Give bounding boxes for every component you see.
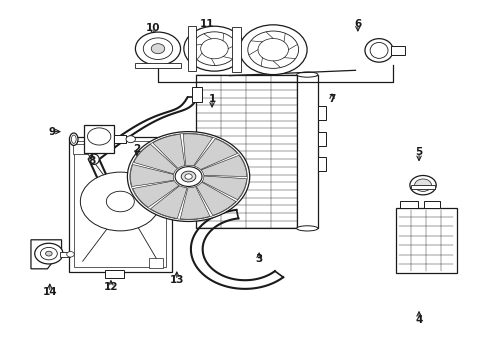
Bar xyxy=(318,106,326,120)
Polygon shape xyxy=(183,134,213,166)
Polygon shape xyxy=(150,186,187,219)
Bar xyxy=(105,270,123,278)
Bar xyxy=(69,137,172,271)
Bar xyxy=(192,87,202,102)
Bar xyxy=(424,201,440,208)
Bar xyxy=(400,202,418,208)
Text: 1: 1 xyxy=(208,94,216,104)
Ellipse shape xyxy=(370,42,388,58)
Circle shape xyxy=(201,39,228,59)
Text: 10: 10 xyxy=(146,23,161,33)
Ellipse shape xyxy=(297,226,318,231)
Polygon shape xyxy=(134,144,177,174)
Circle shape xyxy=(106,191,134,212)
Polygon shape xyxy=(31,240,62,269)
Polygon shape xyxy=(201,155,246,176)
Circle shape xyxy=(181,171,196,182)
Text: 6: 6 xyxy=(354,19,362,30)
Bar xyxy=(74,144,87,154)
Text: 2: 2 xyxy=(133,144,141,154)
Bar xyxy=(196,75,297,228)
Text: 8: 8 xyxy=(89,156,96,166)
Bar xyxy=(318,157,326,171)
Circle shape xyxy=(239,25,307,75)
Circle shape xyxy=(46,251,52,256)
Circle shape xyxy=(127,132,250,221)
Circle shape xyxy=(192,32,237,66)
Circle shape xyxy=(67,252,74,257)
Polygon shape xyxy=(180,186,210,219)
Circle shape xyxy=(151,44,165,54)
Text: 3: 3 xyxy=(255,255,263,265)
Circle shape xyxy=(88,128,111,145)
Bar xyxy=(395,208,457,273)
Ellipse shape xyxy=(72,135,76,143)
Circle shape xyxy=(415,179,432,192)
Bar xyxy=(114,135,126,143)
Polygon shape xyxy=(202,176,246,199)
Bar xyxy=(148,258,163,268)
Circle shape xyxy=(248,31,298,68)
Bar xyxy=(60,252,70,257)
Bar xyxy=(156,139,170,149)
Polygon shape xyxy=(133,181,179,207)
Text: 12: 12 xyxy=(104,282,118,292)
Circle shape xyxy=(80,172,160,231)
Ellipse shape xyxy=(297,72,318,77)
Text: 11: 11 xyxy=(200,19,215,30)
Bar xyxy=(189,26,196,71)
Circle shape xyxy=(410,176,436,195)
Circle shape xyxy=(40,247,57,260)
Polygon shape xyxy=(153,134,185,168)
Text: 14: 14 xyxy=(43,287,57,297)
Circle shape xyxy=(258,39,289,61)
Bar xyxy=(232,27,241,72)
Circle shape xyxy=(184,26,245,71)
Bar xyxy=(74,141,167,267)
Text: 9: 9 xyxy=(49,127,56,136)
Ellipse shape xyxy=(365,39,393,62)
Circle shape xyxy=(175,167,202,186)
Circle shape xyxy=(35,243,63,264)
Ellipse shape xyxy=(89,154,99,165)
Bar xyxy=(135,63,180,68)
Text: 4: 4 xyxy=(416,315,423,325)
Bar xyxy=(318,132,326,146)
Bar xyxy=(391,46,405,55)
Circle shape xyxy=(143,38,172,59)
Text: 5: 5 xyxy=(416,147,423,157)
Text: 7: 7 xyxy=(328,94,336,104)
Circle shape xyxy=(185,174,192,179)
Text: 13: 13 xyxy=(170,275,184,285)
Circle shape xyxy=(135,32,180,65)
Bar xyxy=(84,125,114,153)
Bar xyxy=(297,75,318,228)
Bar xyxy=(411,185,435,189)
Ellipse shape xyxy=(70,133,78,145)
Polygon shape xyxy=(196,182,236,215)
Polygon shape xyxy=(130,165,174,186)
Circle shape xyxy=(126,136,135,143)
Polygon shape xyxy=(194,139,238,170)
